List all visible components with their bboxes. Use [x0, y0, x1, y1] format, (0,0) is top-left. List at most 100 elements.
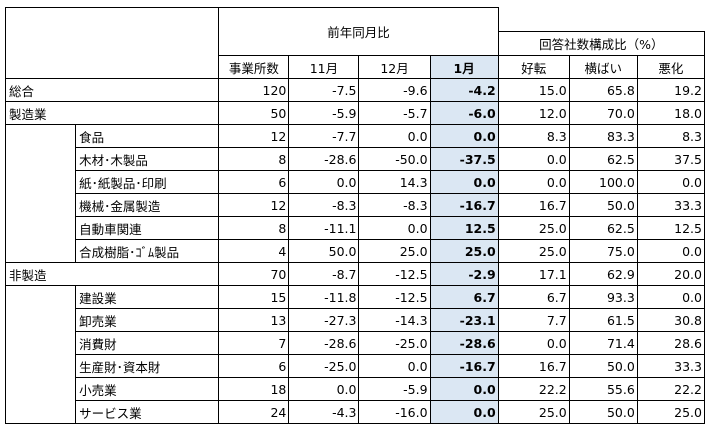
- cell-improved: 12.0: [497, 101, 570, 125]
- cell-worsened: 37.5: [636, 147, 706, 171]
- cell-establishments: 6: [218, 170, 290, 194]
- col-header-improved: 好転: [497, 55, 570, 79]
- business-survey-table: 前年同月比 回答社数構成比（%） 事業所数 11月 12月 1月 好転 横ばい …: [4, 7, 706, 424]
- cell-nov: -27.3: [288, 308, 360, 332]
- cell-nov: -4.3: [288, 400, 360, 424]
- cell-improved: 15.0: [497, 78, 570, 102]
- cell-nov: -28.6: [288, 147, 360, 171]
- cell-worsened: 28.6: [636, 331, 706, 355]
- cell-nov: -8.3: [288, 193, 360, 217]
- cell-unchanged: 65.8: [568, 78, 638, 102]
- table-row: 食品 12 -7.7 0.0 0.0 8.3 83.3 8.3: [4, 124, 706, 148]
- cell-improved: 7.7: [497, 308, 570, 332]
- cell-dec: -12.5: [358, 262, 431, 286]
- indent-cell: [4, 331, 77, 355]
- row-label: 合成樹脂･ｺﾞﾑ製品: [75, 239, 220, 263]
- cell-improved: 17.1: [497, 262, 570, 286]
- indent-cell: [4, 193, 77, 217]
- indent-cell: [4, 239, 77, 263]
- cell-dec: 14.3: [358, 170, 431, 194]
- cell-worsened: 22.2: [636, 377, 706, 401]
- indent-cell: [4, 147, 77, 171]
- table-row: 自動車関連 8 -11.1 0.0 12.5 25.0 62.5 12.5: [4, 216, 706, 240]
- yoy-group-header: 前年同月比: [218, 7, 499, 56]
- cell-establishments: 50: [218, 101, 290, 125]
- cell-nov: 0.0: [288, 377, 360, 401]
- cell-unchanged: 62.5: [568, 216, 638, 240]
- table-row: 建設業 15 -11.8 -12.5 6.7 6.7 93.3 0.0: [4, 285, 706, 309]
- table-row: 木材･木製品 8 -28.6 -50.0 -37.5 0.0 62.5 37.5: [4, 147, 706, 171]
- cell-nov: -7.7: [288, 124, 360, 148]
- cell-establishments: 15: [218, 285, 290, 309]
- row-label: 消費財: [75, 331, 220, 355]
- table-row: 合成樹脂･ｺﾞﾑ製品 4 50.0 25.0 25.0 25.0 75.0 0.…: [4, 239, 706, 263]
- row-label: 食品: [75, 124, 220, 148]
- row-label: 自動車関連: [75, 216, 220, 240]
- cell-worsened: 8.3: [636, 124, 706, 148]
- row-label: 紙･紙製品･印刷: [75, 170, 220, 194]
- cell-establishments: 13: [218, 308, 290, 332]
- col-header-dec: 12月: [358, 55, 431, 79]
- cell-worsened: 0.0: [636, 239, 706, 263]
- indent-cell: [4, 308, 77, 332]
- row-label: 生産財･資本財: [75, 354, 220, 378]
- cell-establishments: 8: [218, 147, 290, 171]
- cell-nov: -11.8: [288, 285, 360, 309]
- cell-establishments: 7: [218, 331, 290, 355]
- cell-jan: 0.0: [429, 124, 499, 148]
- cell-dec: -5.7: [358, 101, 431, 125]
- cell-nov: 50.0: [288, 239, 360, 263]
- indent-cell: [4, 216, 77, 240]
- cell-unchanged: 62.5: [568, 147, 638, 171]
- cell-improved: 25.0: [497, 400, 570, 424]
- row-label: 木材･木製品: [75, 147, 220, 171]
- row-label: 製造業: [4, 101, 220, 125]
- cell-dec: -9.6: [358, 78, 431, 102]
- cell-improved: 6.7: [497, 285, 570, 309]
- cell-dec: 0.0: [358, 216, 431, 240]
- cell-jan: 0.0: [429, 170, 499, 194]
- cell-dec: -12.5: [358, 285, 431, 309]
- cell-jan: -16.7: [429, 193, 499, 217]
- cell-nov: -25.0: [288, 354, 360, 378]
- indent-cell: [4, 400, 77, 424]
- cell-establishments: 8: [218, 216, 290, 240]
- cell-jan: -6.0: [429, 101, 499, 125]
- table-row: 非製造 70 -8.7 -12.5 -2.9 17.1 62.9 20.0: [4, 262, 706, 286]
- cell-improved: 16.7: [497, 354, 570, 378]
- cell-establishments: 120: [218, 78, 290, 102]
- cell-jan: -28.6: [429, 331, 499, 355]
- cell-worsened: 25.0: [636, 400, 706, 424]
- cell-worsened: 33.3: [636, 193, 706, 217]
- cell-unchanged: 55.6: [568, 377, 638, 401]
- cell-establishments: 18: [218, 377, 290, 401]
- cell-unchanged: 71.4: [568, 331, 638, 355]
- col-header-establishments: 事業所数: [218, 55, 290, 79]
- cell-jan: 0.0: [429, 400, 499, 424]
- cell-improved: 0.0: [497, 147, 570, 171]
- indent-cell: [4, 124, 77, 148]
- row-label: 機械･金属製造: [75, 193, 220, 217]
- cell-jan: -23.1: [429, 308, 499, 332]
- table-row: 総合 120 -7.5 -9.6 -4.2 15.0 65.8 19.2: [4, 78, 706, 102]
- cell-unchanged: 61.5: [568, 308, 638, 332]
- header-spacer: [498, 8, 704, 32]
- cell-improved: 8.3: [497, 124, 570, 148]
- cell-worsened: 12.5: [636, 216, 706, 240]
- cell-dec: -5.9: [358, 377, 431, 401]
- cell-dec: -50.0: [358, 147, 431, 171]
- cell-improved: 25.0: [497, 239, 570, 263]
- row-label: 建設業: [75, 285, 220, 309]
- cell-dec: -16.0: [358, 400, 431, 424]
- cell-jan: -2.9: [429, 262, 499, 286]
- cell-dec: -8.3: [358, 193, 431, 217]
- cell-improved: 16.7: [497, 193, 570, 217]
- cell-jan: 25.0: [429, 239, 499, 263]
- cell-unchanged: 100.0: [568, 170, 638, 194]
- cell-worsened: 0.0: [636, 285, 706, 309]
- cell-jan: -37.5: [429, 147, 499, 171]
- indent-cell: [4, 377, 77, 401]
- cell-nov: -7.5: [288, 78, 360, 102]
- indent-cell: [4, 285, 77, 309]
- cell-establishments: 12: [218, 193, 290, 217]
